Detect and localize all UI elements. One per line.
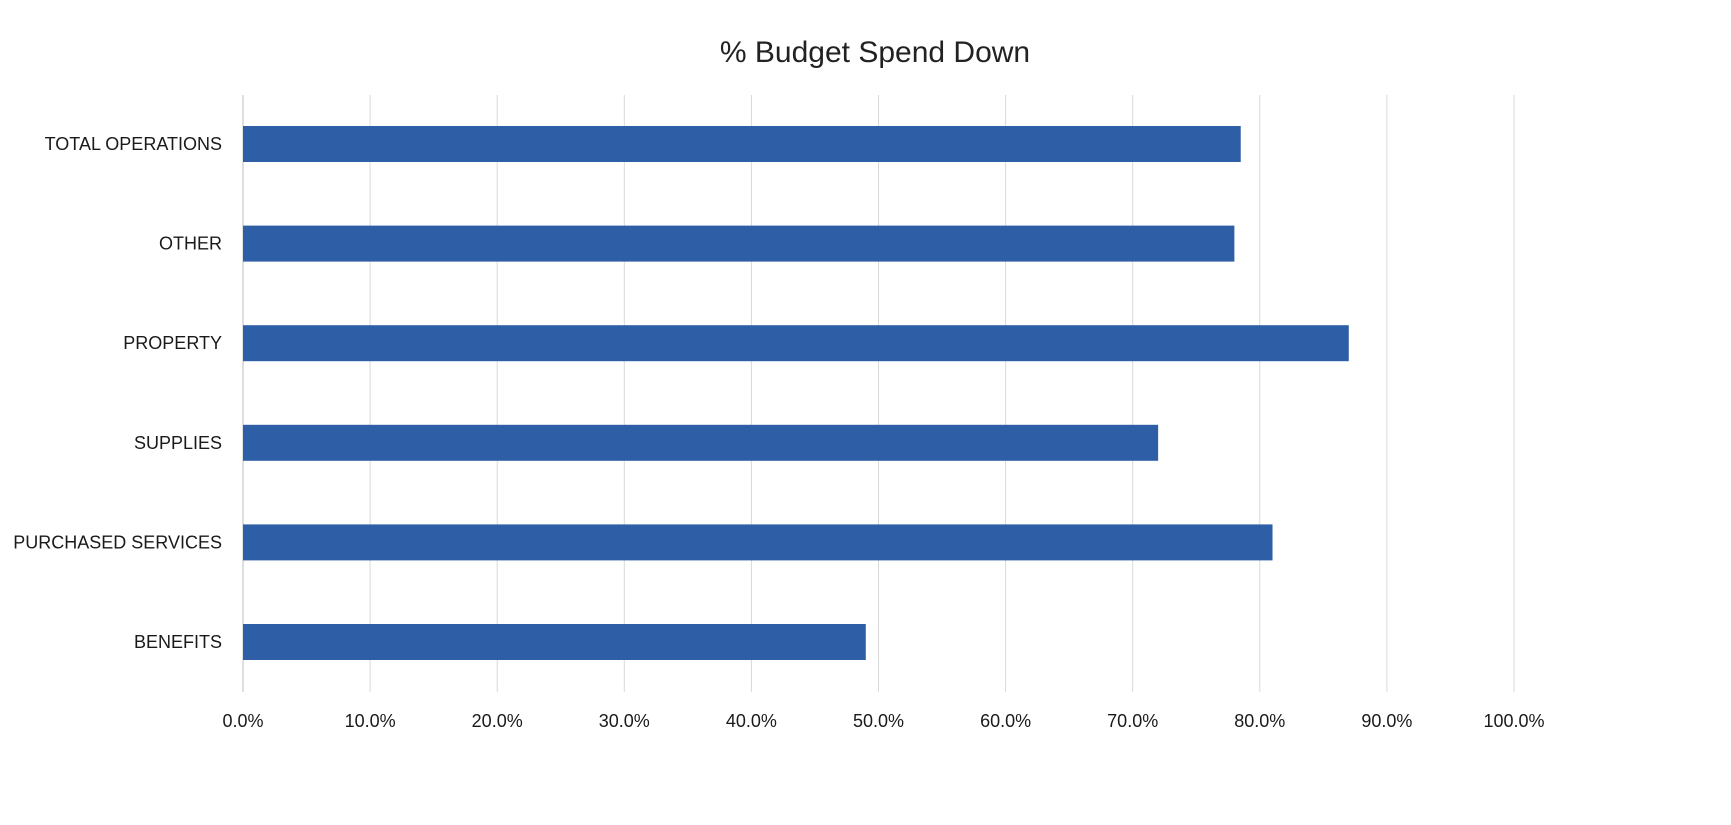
category-label: TOTAL OPERATIONS: [45, 134, 222, 154]
x-tick-label: 80.0%: [1234, 711, 1285, 731]
x-tick-label: 90.0%: [1361, 711, 1412, 731]
gridlines: [242, 95, 1515, 692]
bar: [243, 225, 1235, 262]
x-tick-label: 0.0%: [222, 711, 263, 731]
category-label: OTHER: [159, 234, 222, 254]
category-label: PROPERTY: [123, 333, 222, 353]
category-labels: TOTAL OPERATIONS OTHER PROPERTY SUPPLIES PUR…: [13, 134, 222, 652]
category-label: PURCHASED SERVICES: [13, 532, 222, 552]
x-tick-label: 50.0%: [853, 711, 904, 731]
bars: [243, 126, 1349, 660]
category-label: BENEFITS: [134, 632, 222, 652]
x-axis-tick-labels: 0.0% 10.0% 20.0% 30.0% 40.0% 50.0% 60.0% 70.0% 8…: [222, 711, 1544, 731]
bar: [243, 325, 1349, 362]
x-tick-label: 30.0%: [599, 711, 650, 731]
x-tick-label: 70.0%: [1107, 711, 1158, 731]
x-tick-label: 40.0%: [726, 711, 777, 731]
x-tick-label: 20.0%: [472, 711, 523, 731]
x-tick-label: 10.0%: [345, 711, 396, 731]
category-label: SUPPLIES: [134, 433, 222, 453]
bar: [243, 524, 1273, 561]
x-tick-label: 100.0%: [1483, 711, 1544, 731]
bar: [243, 424, 1159, 461]
chart-title: % Budget Spend Down: [720, 36, 1030, 69]
bar: [243, 126, 1241, 162]
bar: [243, 624, 866, 660]
x-tick-label: 60.0%: [980, 711, 1031, 731]
